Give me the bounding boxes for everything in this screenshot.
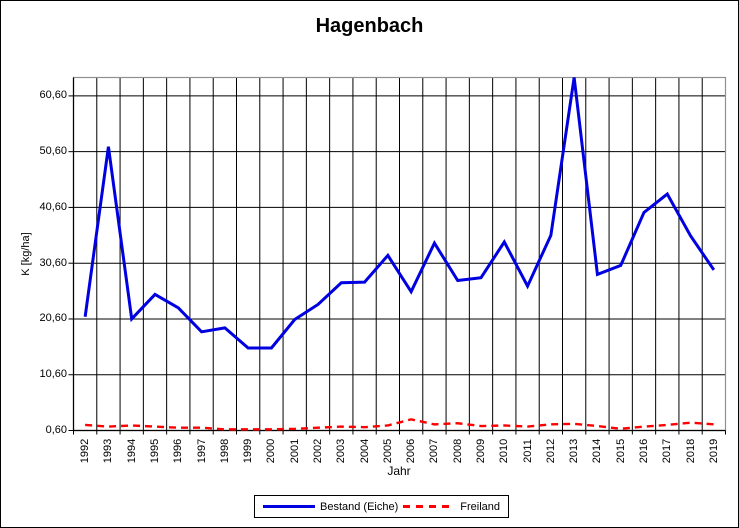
x-tick-label: 2005: [381, 438, 394, 464]
x-tick-label: 2017: [661, 438, 674, 464]
x-tick-label: 2019: [707, 438, 720, 464]
x-tick-label: 2009: [475, 438, 487, 464]
x-tick-label: 2018: [684, 438, 697, 464]
x-tick-label: 2013: [568, 438, 581, 464]
legend-line-sample-bestand: [263, 505, 315, 508]
y-tick-label: 20,60: [39, 312, 67, 325]
y-tick-label: 10,60: [39, 368, 67, 381]
x-tick-label: 1997: [195, 438, 208, 464]
x-tick-label: 1994: [125, 438, 138, 464]
x-tick-label: 2012: [544, 438, 557, 464]
x-axis-title: Jahr: [387, 464, 411, 478]
x-tick-label: 2016: [638, 438, 650, 464]
chart-title: Hagenbach: [315, 15, 424, 37]
x-tick-label: 2007: [428, 438, 441, 464]
legend-label-freiland: Freiland: [460, 500, 501, 513]
legend: Bestand (Eiche) Freiland: [254, 495, 510, 518]
x-tick-label: 1996: [172, 438, 185, 464]
legend-label-bestand: Bestand (Eiche): [320, 500, 399, 513]
y-tick-label: 30,60: [39, 256, 67, 269]
x-tick-label: 2004: [358, 438, 371, 464]
x-tick-label: 2008: [451, 438, 464, 464]
x-tick-label: 1992: [79, 438, 92, 464]
y-tick-label: 40,60: [39, 200, 67, 213]
x-tick-label: 2003: [335, 438, 348, 464]
x-tick-label: 2000: [265, 438, 278, 464]
series-line-1: [85, 418, 714, 431]
y-tick-label: 60,60: [39, 89, 67, 102]
x-tick-label: 1993: [102, 438, 115, 464]
x-tick-label: 2001: [288, 438, 301, 464]
y-tick-label: 0,60: [45, 424, 67, 436]
series-line-0: [83, 77, 716, 350]
x-tick-label: 1995: [149, 438, 161, 464]
x-tick-label: 1998: [218, 438, 231, 464]
x-tick-label: 2010: [498, 438, 511, 464]
x-tick-label: 1999: [242, 438, 255, 464]
x-tick-label: 2015: [614, 438, 627, 464]
y-axis-title: K [kg/ha]: [20, 232, 32, 276]
x-tick-label: 2002: [312, 438, 324, 464]
x-tick-label: 2006: [405, 438, 418, 464]
x-tick-label: 2014: [591, 438, 604, 464]
x-tick-label: 2011: [521, 439, 534, 463]
legend-line-sample-freiland: [403, 505, 456, 508]
y-tick-label: 50,60: [39, 145, 67, 158]
